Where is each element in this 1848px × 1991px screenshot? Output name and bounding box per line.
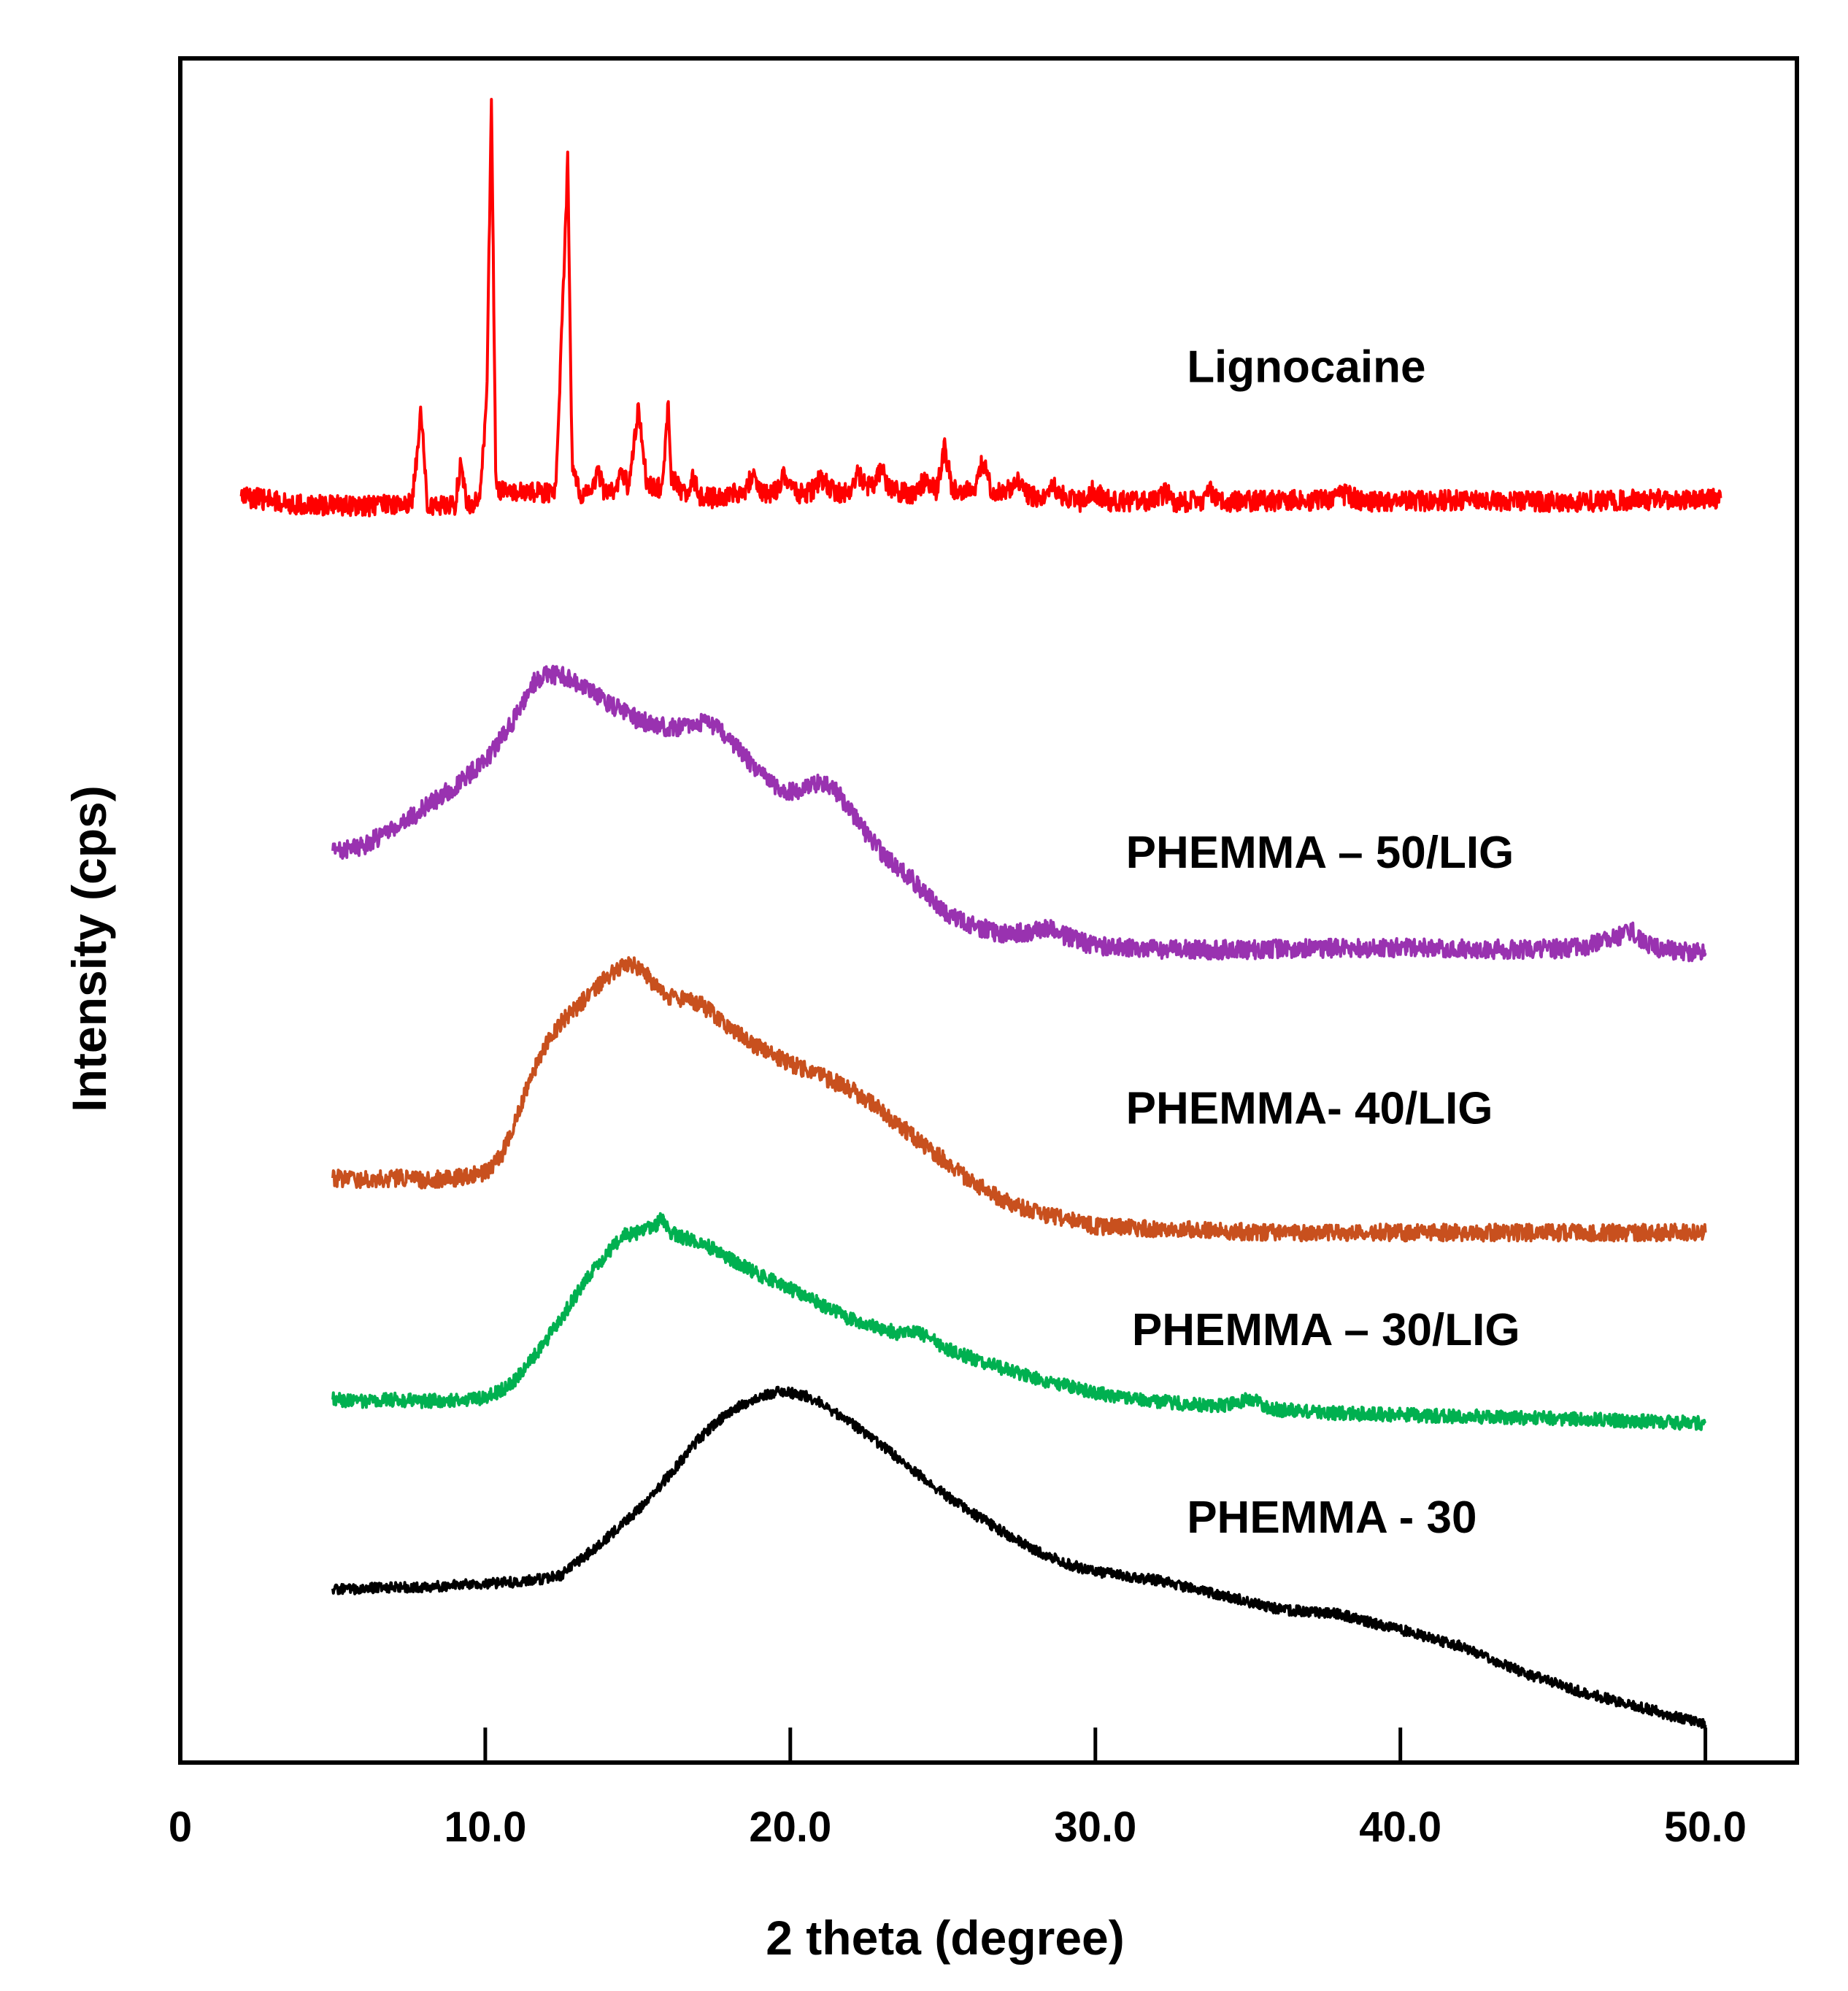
series-line-phemma-30 — [331, 1385, 1707, 1730]
series-labels: Lignocaine PHEMMA – 50/LIG PHEMMA- 40/LIG P… — [1126, 342, 1520, 1543]
series-label-phemma-30: PHEMMA - 30 — [1187, 1493, 1477, 1543]
x-tick-label: 50.0 — [1664, 1803, 1747, 1851]
series-label-phemma-40-lig: PHEMMA- 40/LIG — [1126, 1083, 1493, 1133]
x-axis-title: 2 theta (degree) — [766, 1911, 1124, 1965]
series-line-phemma-40-lig — [331, 956, 1707, 1243]
y-axis-title: Intensity (cps) — [62, 785, 116, 1112]
series-layer — [239, 98, 1722, 1730]
series-label-phemma-30-lig: PHEMMA – 30/LIG — [1132, 1305, 1520, 1355]
x-tick-label: 0 — [169, 1803, 192, 1851]
series-line-phemma-50-lig — [331, 664, 1707, 963]
series-line-phemma-30-lig — [331, 1212, 1707, 1431]
x-tick-label: 40.0 — [1359, 1803, 1441, 1851]
x-tick-label: 20.0 — [749, 1803, 831, 1851]
series-line-lignocaine — [239, 98, 1722, 517]
x-tick-label: 10.0 — [444, 1803, 526, 1851]
plot-frame — [178, 56, 1799, 1765]
series-label-lignocaine: Lignocaine — [1187, 342, 1425, 393]
series-label-phemma-50-lig: PHEMMA – 50/LIG — [1126, 828, 1514, 878]
x-axis-tick-labels: 0 10.0 20.0 30.0 40.0 50.0 — [169, 1803, 1747, 1851]
x-axis-ticks — [483, 1728, 1708, 1763]
x-tick-label: 30.0 — [1054, 1803, 1136, 1851]
